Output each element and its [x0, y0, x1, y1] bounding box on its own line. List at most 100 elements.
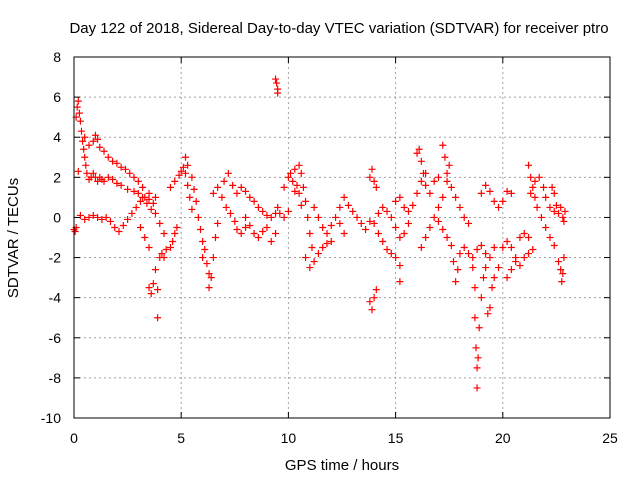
data-point-marker — [192, 197, 200, 205]
data-point-marker — [525, 161, 533, 169]
data-point-marker — [233, 225, 241, 233]
y-axis-label: SDTVAR / TECUs — [5, 178, 22, 298]
data-point-marker — [263, 211, 271, 219]
data-point-marker — [89, 137, 97, 145]
data-point-marker — [91, 131, 99, 139]
data-point-marker — [199, 238, 207, 246]
data-point-marker — [291, 187, 299, 195]
data-point-marker — [456, 203, 464, 211]
data-point-marker — [404, 219, 412, 227]
data-point-marker — [464, 250, 472, 258]
data-point-marker — [507, 189, 515, 197]
data-point-marker — [237, 183, 245, 191]
data-point-marker — [267, 238, 275, 246]
y-tick-label: -8 — [49, 370, 62, 386]
data-point-marker — [542, 193, 550, 201]
data-point-marker — [171, 177, 179, 185]
data-point-marker — [113, 179, 121, 187]
data-point-marker — [242, 187, 250, 195]
data-point-marker — [374, 209, 382, 217]
y-tick-label: 2 — [53, 169, 61, 185]
data-point-marker — [372, 183, 380, 191]
data-point-marker — [272, 229, 280, 237]
data-point-marker — [233, 189, 241, 197]
data-point-marker — [404, 207, 412, 215]
data-point-marker — [145, 244, 153, 252]
data-point-marker — [151, 193, 159, 201]
data-point-marker — [499, 244, 507, 252]
data-point-marker — [535, 173, 543, 181]
data-point-marker — [83, 169, 91, 177]
data-point-marker — [368, 165, 376, 173]
data-point-marker — [314, 250, 322, 258]
data-point-marker — [177, 167, 185, 175]
data-point-marker — [473, 384, 481, 392]
x-tick-label: 20 — [495, 430, 511, 446]
data-point-marker — [310, 258, 318, 266]
data-point-marker — [558, 278, 566, 286]
data-point-marker — [319, 244, 327, 252]
data-point-marker — [76, 117, 84, 125]
data-point-marker — [366, 173, 374, 181]
axis-ticks — [73, 56, 611, 419]
data-point-marker — [209, 189, 217, 197]
data-point-marker — [126, 169, 134, 177]
data-point-marker — [306, 264, 314, 272]
data-point-marker — [525, 250, 533, 258]
data-point-marker — [426, 223, 434, 231]
data-point-marker — [477, 189, 485, 197]
data-point-marker — [434, 203, 442, 211]
data-point-marker — [274, 89, 282, 97]
data-point-marker — [250, 197, 258, 205]
plot-frame — [73, 56, 611, 419]
data-point-marker — [550, 207, 558, 215]
data-point-marker — [117, 163, 125, 171]
data-point-marker — [106, 217, 114, 225]
data-point-marker — [555, 209, 563, 217]
data-point-marker — [422, 181, 430, 189]
data-point-marker — [486, 254, 494, 262]
data-point-marker — [560, 217, 568, 225]
y-tick-label: 6 — [53, 89, 61, 105]
data-point-marker — [145, 195, 153, 203]
data-point-marker — [73, 103, 81, 111]
data-point-marker — [220, 177, 228, 185]
data-point-marker — [209, 254, 217, 262]
data-point-marker — [89, 211, 97, 219]
data-point-marker — [81, 215, 89, 223]
data-point-marker — [396, 262, 404, 270]
data-point-marker — [254, 234, 262, 241]
data-point-marker — [179, 163, 187, 171]
data-point-marker — [194, 213, 202, 221]
data-point-marker — [246, 193, 254, 201]
data-point-marker — [75, 109, 83, 117]
data-point-marker — [214, 219, 222, 227]
data-point-marker — [447, 183, 455, 191]
data-point-marker — [289, 177, 297, 185]
data-point-marker — [184, 181, 192, 189]
data-point-marker — [488, 284, 496, 292]
data-point-marker — [94, 135, 102, 143]
data-point-marker — [368, 306, 376, 314]
data-point-marker — [537, 213, 545, 221]
data-point-marker — [477, 294, 485, 302]
data-point-marker — [527, 189, 535, 197]
data-point-marker — [151, 209, 159, 217]
data-point-marker — [205, 270, 213, 278]
data-point-marker — [353, 213, 361, 221]
data-point-marker — [254, 203, 262, 211]
data-point-marker — [370, 294, 378, 302]
data-point-marker — [454, 266, 462, 274]
data-point-marker — [452, 193, 460, 201]
data-point-marker — [336, 203, 344, 211]
data-point-marker — [469, 254, 477, 262]
data-point-marker — [452, 278, 460, 286]
y-tick-label: 8 — [53, 49, 61, 65]
y-tick-label: 4 — [53, 129, 61, 145]
data-point-marker — [203, 260, 211, 268]
data-point-marker — [379, 238, 387, 246]
data-point-marker — [525, 234, 533, 241]
data-point-marker — [323, 229, 331, 237]
data-point-marker — [273, 79, 281, 87]
y-tick-label: -2 — [49, 250, 62, 266]
